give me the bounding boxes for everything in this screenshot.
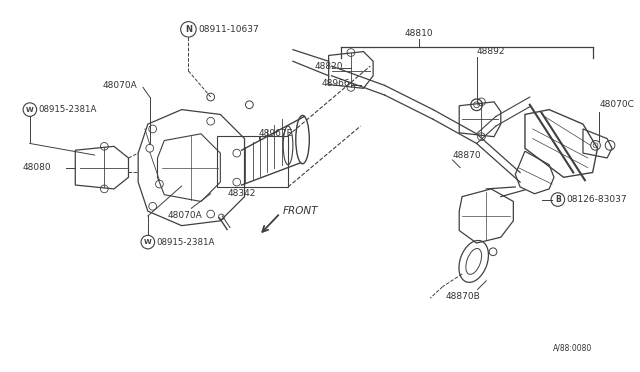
Text: W: W bbox=[144, 239, 152, 245]
Text: 48967E: 48967E bbox=[259, 129, 293, 138]
Text: 48342: 48342 bbox=[227, 189, 255, 198]
Text: A/88:0080: A/88:0080 bbox=[554, 344, 593, 353]
Text: 48810: 48810 bbox=[404, 29, 433, 38]
Text: 48892: 48892 bbox=[477, 47, 505, 56]
Text: 08915-2381A: 08915-2381A bbox=[157, 238, 215, 247]
Text: 48070A: 48070A bbox=[102, 81, 137, 90]
Bar bbox=[218, 136, 288, 187]
Text: B: B bbox=[555, 195, 561, 204]
Text: 48070C: 48070C bbox=[600, 100, 634, 109]
Text: 48966: 48966 bbox=[322, 79, 351, 88]
Text: 08911-10637: 08911-10637 bbox=[198, 25, 259, 34]
Text: W: W bbox=[26, 107, 34, 113]
Text: 48870: 48870 bbox=[452, 151, 481, 160]
Text: 48070A: 48070A bbox=[167, 211, 202, 221]
Text: 08915-2381A: 08915-2381A bbox=[38, 105, 97, 114]
Text: 08126-83037: 08126-83037 bbox=[566, 195, 627, 204]
Text: 48080: 48080 bbox=[22, 163, 51, 172]
Text: 48820: 48820 bbox=[314, 62, 342, 71]
Text: 48870B: 48870B bbox=[445, 292, 481, 301]
Text: FRONT: FRONT bbox=[284, 206, 319, 216]
Text: N: N bbox=[185, 25, 192, 34]
